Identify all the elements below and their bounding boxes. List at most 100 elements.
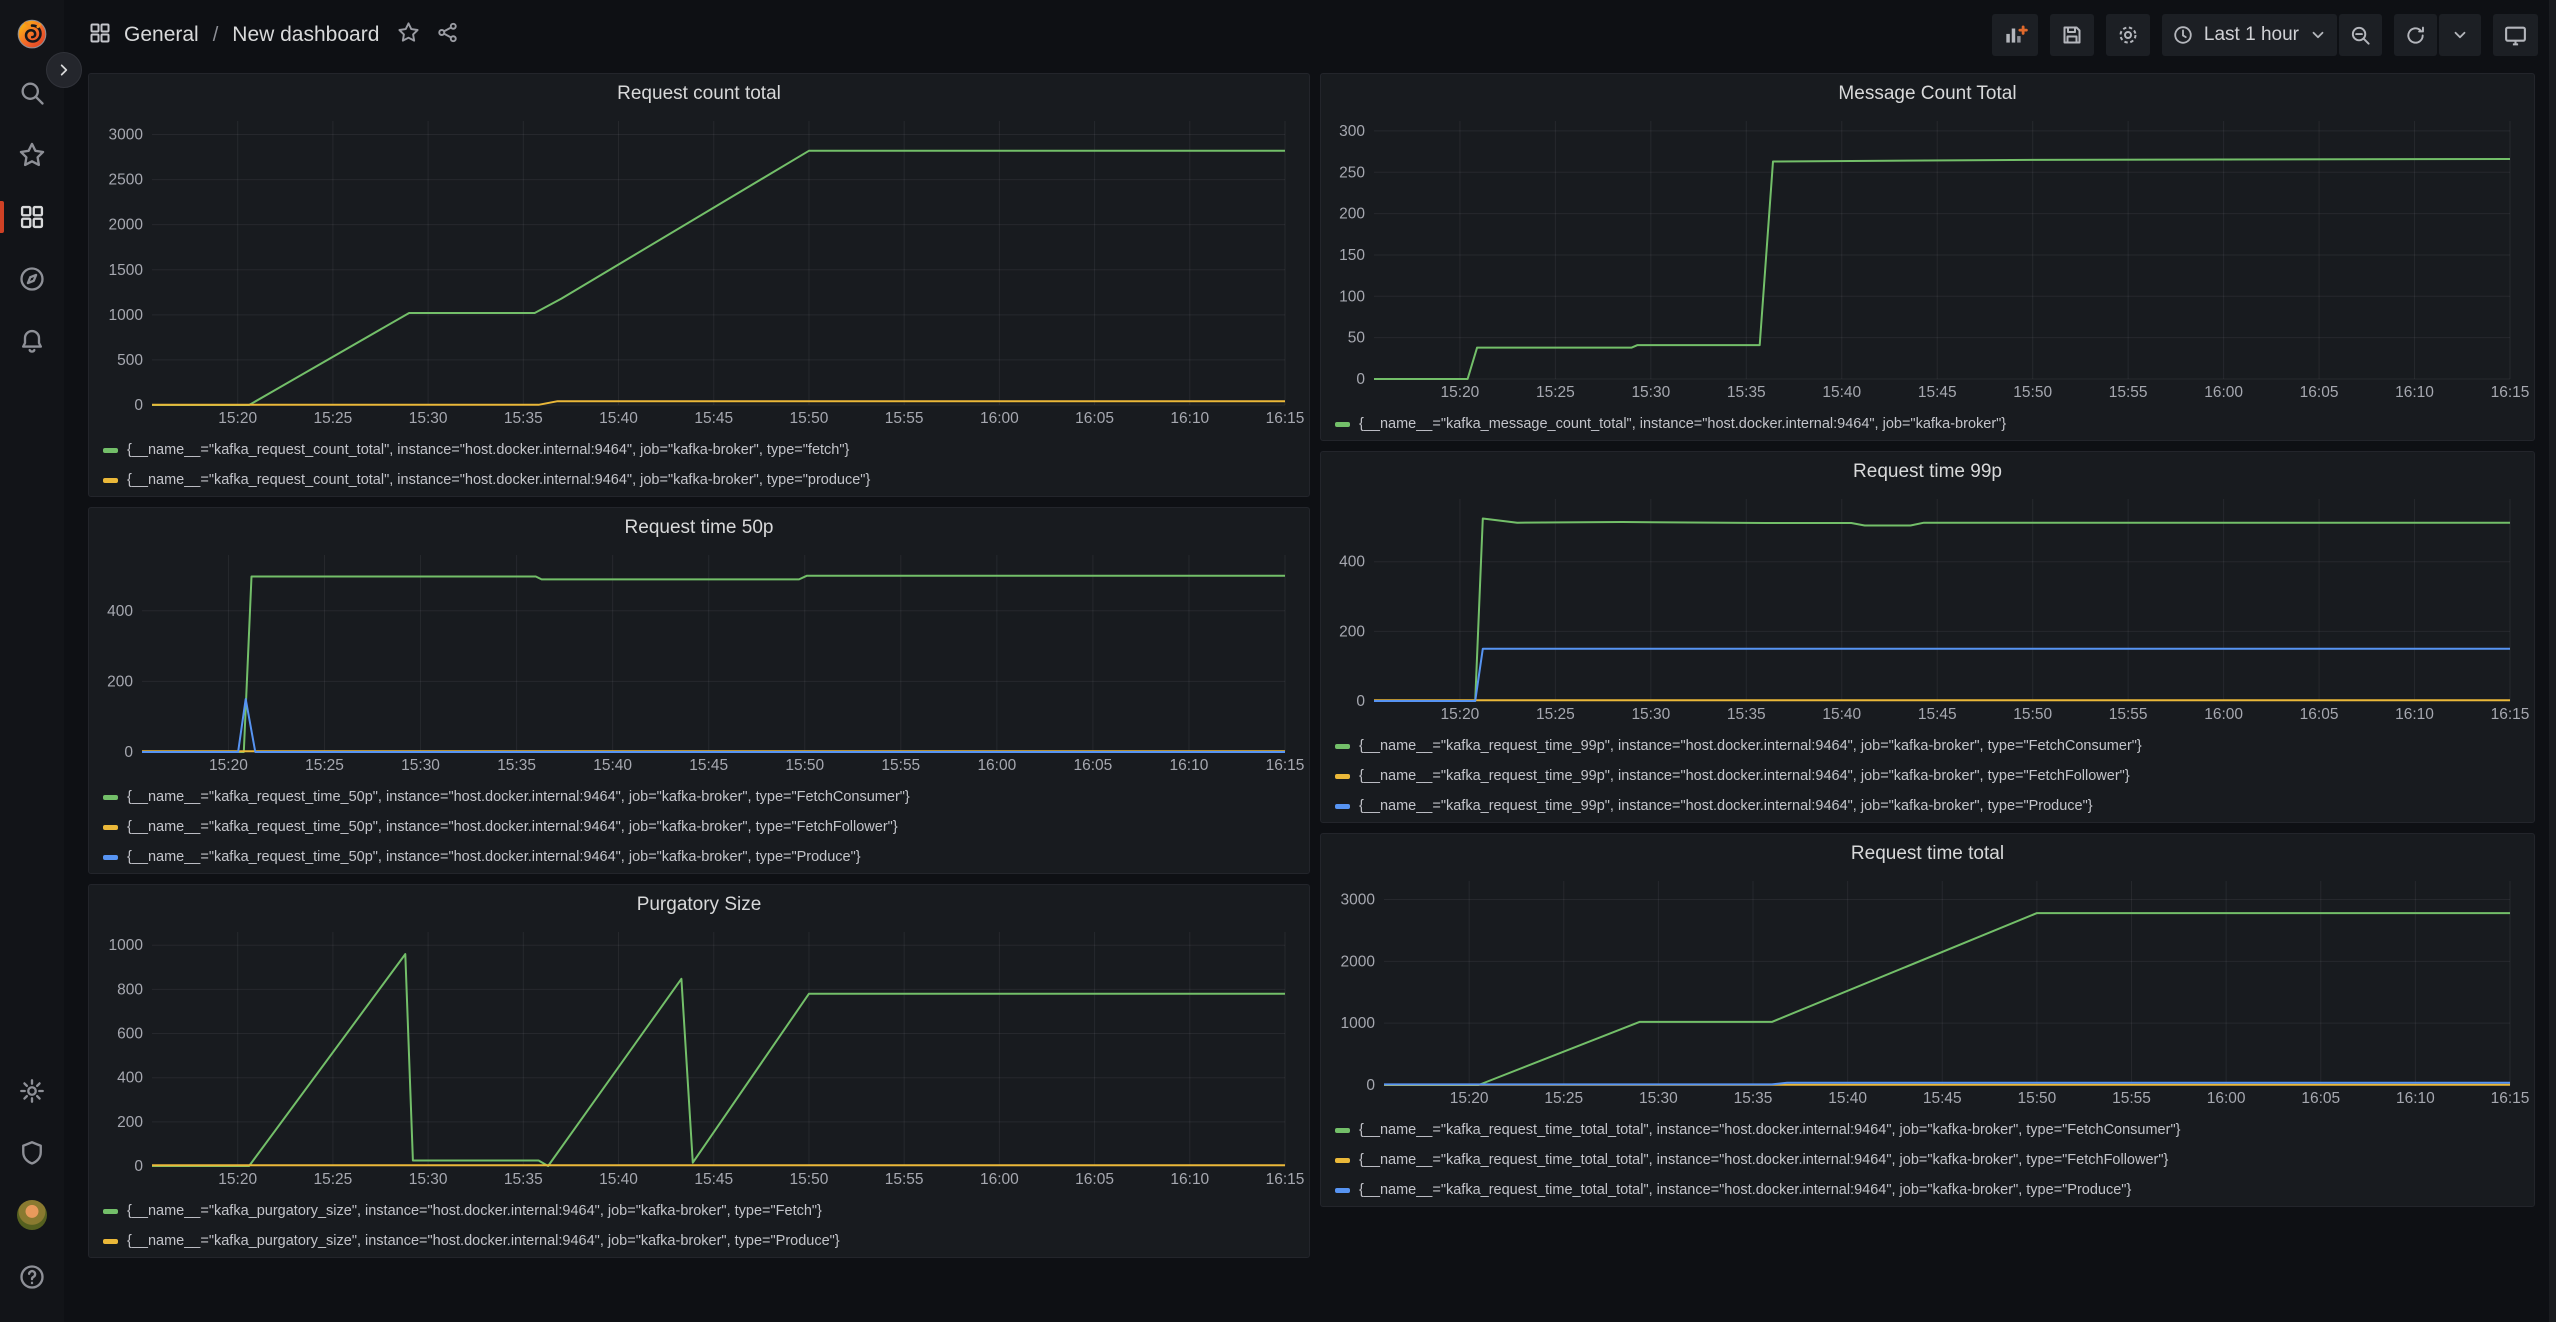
svg-text:15:35: 15:35 xyxy=(1734,1090,1773,1107)
panel-legend: {__name__="kafka_request_time_total_tota… xyxy=(1321,1115,2534,1206)
sidebar-item-help[interactable] xyxy=(0,1246,64,1308)
panel-title[interactable]: Request count total xyxy=(617,83,781,104)
star-icon xyxy=(398,22,419,42)
sidebar-item-starred[interactable] xyxy=(0,124,64,186)
panel-title[interactable]: Message Count Total xyxy=(1838,83,2017,104)
legend-item[interactable]: {__name__="kafka_request_count_total", i… xyxy=(103,465,1309,495)
svg-text:15:20: 15:20 xyxy=(1441,706,1480,723)
legend-item[interactable]: {__name__="kafka_request_time_50p", inst… xyxy=(103,782,1309,812)
legend-item[interactable]: {__name__="kafka_message_count_total", i… xyxy=(1335,409,2534,439)
svg-text:15:40: 15:40 xyxy=(599,1171,638,1188)
timeseries-plot[interactable]: 15:20 15:25 15:30 15:35 15:40 15:45 15:50 15:55… xyxy=(89,546,1310,777)
zoom-out-time-button[interactable] xyxy=(2339,14,2382,56)
shield-icon xyxy=(22,1141,42,1165)
svg-text:1500: 1500 xyxy=(109,262,144,279)
legend-item[interactable]: {__name__="kafka_request_time_99p", inst… xyxy=(1335,761,2534,791)
breadcrumb-page-title[interactable]: New dashboard xyxy=(232,23,380,46)
sidebar-item-configuration[interactable] xyxy=(0,1060,64,1122)
legend-series-label: {__name__="kafka_request_time_total_tota… xyxy=(1359,1152,2169,1168)
svg-text:15:25: 15:25 xyxy=(1544,1090,1583,1107)
sidebar-item-user[interactable] xyxy=(0,1184,64,1246)
legend-series-swatch xyxy=(103,1208,118,1214)
svg-text:15:25: 15:25 xyxy=(305,757,344,774)
legend-series-label: {__name__="kafka_request_count_total", i… xyxy=(127,472,871,488)
sidebar-item-explore[interactable] xyxy=(0,248,64,310)
legend-series-swatch xyxy=(103,477,118,483)
sidebar-item-alerting[interactable] xyxy=(0,310,64,372)
legend-item[interactable]: {__name__="kafka_request_time_50p", inst… xyxy=(103,842,1309,872)
legend-series-swatch xyxy=(1335,421,1350,427)
legend-item[interactable]: {__name__="kafka_purgatory_size", instan… xyxy=(103,1226,1309,1256)
svg-text:15:30: 15:30 xyxy=(1631,706,1670,723)
legend-item[interactable]: {__name__="kafka_request_count_total", i… xyxy=(103,435,1309,465)
svg-text:15:50: 15:50 xyxy=(2013,384,2052,401)
legend-item[interactable]: {__name__="kafka_request_time_total_tota… xyxy=(1335,1115,2534,1145)
svg-text:16:05: 16:05 xyxy=(2300,706,2339,723)
legend-item[interactable]: {__name__="kafka_purgatory_size", instan… xyxy=(103,1196,1309,1226)
svg-text:400: 400 xyxy=(117,1070,143,1087)
legend-item[interactable]: {__name__="kafka_request_time_99p", inst… xyxy=(1335,731,2534,761)
svg-text:15:50: 15:50 xyxy=(2017,1090,2056,1107)
sidebar-expand-button[interactable] xyxy=(46,52,82,88)
svg-text:16:00: 16:00 xyxy=(2207,1090,2246,1107)
svg-text:15:30: 15:30 xyxy=(409,1171,448,1188)
svg-text:400: 400 xyxy=(107,603,133,620)
legend-item[interactable]: {__name__="kafka_request_time_total_tota… xyxy=(1335,1175,2534,1205)
share-dashboard-button[interactable] xyxy=(436,21,459,49)
gear-icon xyxy=(20,1079,44,1103)
add-panel-button[interactable] xyxy=(1991,14,2038,56)
svg-text:15:35: 15:35 xyxy=(1727,706,1766,723)
sidebar-item-search[interactable] xyxy=(0,62,64,124)
svg-text:15:50: 15:50 xyxy=(790,410,829,427)
svg-text:16:05: 16:05 xyxy=(1074,757,1113,774)
timeseries-plot[interactable]: 15:20 15:25 15:30 15:35 15:40 15:45 15:50 15:55… xyxy=(89,112,1310,430)
svg-text:16:15: 16:15 xyxy=(1266,1171,1305,1188)
svg-text:16:00: 16:00 xyxy=(977,757,1016,774)
panel-title[interactable]: Purgatory Size xyxy=(636,894,762,915)
time-range-picker[interactable]: Last 1 hour xyxy=(2161,14,2337,56)
legend-item[interactable]: {__name__="kafka_request_time_99p", inst… xyxy=(1335,791,2534,821)
save-dashboard-button[interactable] xyxy=(2049,14,2094,56)
panel-title[interactable]: Request time 50p xyxy=(624,517,774,538)
svg-text:1000: 1000 xyxy=(109,937,144,954)
chevron-down-icon xyxy=(2312,31,2324,39)
grafana-logo[interactable] xyxy=(0,4,64,62)
timeseries-plot[interactable]: 15:20 15:25 15:30 15:35 15:40 15:45 15:50 15:55… xyxy=(1321,490,2535,726)
legend-series-label: {__name__="kafka_request_count_total", i… xyxy=(127,442,850,458)
svg-text:15:35: 15:35 xyxy=(497,757,536,774)
svg-text:15:40: 15:40 xyxy=(1822,384,1861,401)
timeseries-plot[interactable]: 15:20 15:25 15:30 15:35 15:40 15:45 15:50 15:55… xyxy=(1321,112,2535,404)
svg-text:3000: 3000 xyxy=(1341,892,1376,909)
sidebar-item-dashboards[interactable] xyxy=(0,186,64,248)
svg-text:15:35: 15:35 xyxy=(504,1171,543,1188)
legend-series-swatch xyxy=(1335,773,1350,779)
cycle-view-mode-button[interactable] xyxy=(2493,14,2538,56)
panel-title[interactable]: Request time total xyxy=(1850,843,2005,864)
refresh-button[interactable] xyxy=(2394,14,2437,56)
svg-text:16:10: 16:10 xyxy=(1170,757,1209,774)
svg-text:15:20: 15:20 xyxy=(218,1171,257,1188)
refresh-interval-button[interactable] xyxy=(2439,14,2481,56)
star-dashboard-button[interactable] xyxy=(397,21,420,49)
panel-request-count-total: Request count total 15:20 15:25 15:30 15:35 1… xyxy=(88,73,1310,497)
page-scrollbar[interactable] xyxy=(2549,0,2556,1322)
legend-item[interactable]: {__name__="kafka_request_time_total_tota… xyxy=(1335,1145,2534,1175)
svg-text:2000: 2000 xyxy=(109,217,144,234)
timeseries-plot[interactable]: 15:20 15:25 15:30 15:35 15:40 15:45 15:50 15:55… xyxy=(89,923,1310,1191)
panel-title[interactable]: Request time 99p xyxy=(1853,461,2002,482)
legend-series-label: {__name__="kafka_request_time_total_tota… xyxy=(1359,1122,2181,1138)
sidebar-item-server-admin[interactable] xyxy=(0,1122,64,1184)
timeseries-plot[interactable]: 15:20 15:25 15:30 15:35 15:40 15:45 15:50 15:55… xyxy=(1321,872,2535,1110)
svg-text:15:35: 15:35 xyxy=(1727,384,1766,401)
legend-series-swatch xyxy=(1335,1157,1350,1163)
svg-text:15:25: 15:25 xyxy=(1536,706,1575,723)
svg-text:15:20: 15:20 xyxy=(209,757,248,774)
svg-text:15:30: 15:30 xyxy=(1639,1090,1678,1107)
dashboard-settings-button[interactable] xyxy=(2105,14,2150,56)
svg-text:300: 300 xyxy=(1339,123,1365,140)
monitor-icon xyxy=(2505,26,2526,45)
legend-item[interactable]: {__name__="kafka_request_time_50p", inst… xyxy=(103,812,1309,842)
svg-text:3000: 3000 xyxy=(109,127,144,144)
svg-text:15:25: 15:25 xyxy=(1536,384,1575,401)
breadcrumb-section[interactable]: General xyxy=(124,23,199,46)
